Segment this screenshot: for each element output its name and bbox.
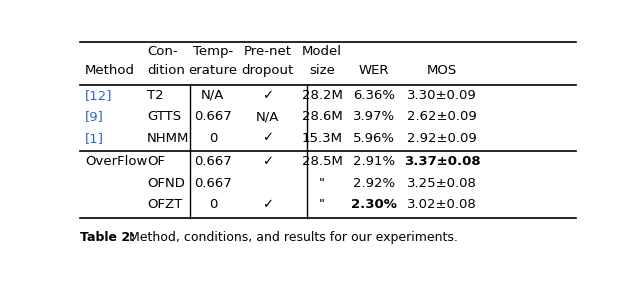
Text: erature: erature xyxy=(188,64,237,77)
Text: 15.3M: 15.3M xyxy=(301,132,342,145)
Text: Model: Model xyxy=(302,45,342,58)
Text: ": " xyxy=(319,177,325,190)
Text: Method, conditions, and results for our experiments.: Method, conditions, and results for our … xyxy=(129,231,458,244)
Text: 0: 0 xyxy=(209,132,217,145)
Text: Temp-: Temp- xyxy=(193,45,233,58)
Text: N/A: N/A xyxy=(256,110,279,123)
Text: ✓: ✓ xyxy=(262,132,273,145)
Text: 5.96%: 5.96% xyxy=(353,132,395,145)
Text: 0.667: 0.667 xyxy=(194,155,232,168)
Text: WER: WER xyxy=(358,64,389,77)
Text: Con-: Con- xyxy=(147,45,177,58)
Text: 6.36%: 6.36% xyxy=(353,89,395,102)
Text: ✓: ✓ xyxy=(262,155,273,168)
Text: 2.30%: 2.30% xyxy=(351,198,397,212)
Text: dition: dition xyxy=(147,64,185,77)
Text: OF: OF xyxy=(147,155,165,168)
Text: ✓: ✓ xyxy=(262,198,273,212)
Text: Method: Method xyxy=(85,64,135,77)
Text: 0: 0 xyxy=(209,198,217,212)
Text: Table 2:: Table 2: xyxy=(80,231,135,244)
Text: 0.667: 0.667 xyxy=(194,110,232,123)
Text: 2.92%: 2.92% xyxy=(353,177,395,190)
Text: ": " xyxy=(319,198,325,212)
Text: 3.97%: 3.97% xyxy=(353,110,395,123)
Text: 2.62±0.09: 2.62±0.09 xyxy=(407,110,477,123)
Text: NHMM: NHMM xyxy=(147,132,189,145)
Text: 28.2M: 28.2M xyxy=(301,89,342,102)
Text: T2: T2 xyxy=(147,89,164,102)
Text: 28.6M: 28.6M xyxy=(301,110,342,123)
Text: MOS: MOS xyxy=(427,64,457,77)
Text: [12]: [12] xyxy=(85,89,113,102)
Text: 3.30±0.09: 3.30±0.09 xyxy=(407,89,477,102)
Text: size: size xyxy=(309,64,335,77)
Text: OFND: OFND xyxy=(147,177,185,190)
Text: [9]: [9] xyxy=(85,110,104,123)
Text: N/A: N/A xyxy=(201,89,225,102)
Text: 2.92±0.09: 2.92±0.09 xyxy=(407,132,477,145)
Text: 2.91%: 2.91% xyxy=(353,155,395,168)
Text: 0.667: 0.667 xyxy=(194,177,232,190)
Text: GTTS: GTTS xyxy=(147,110,181,123)
Text: Pre-net: Pre-net xyxy=(243,45,291,58)
Text: 3.25±0.08: 3.25±0.08 xyxy=(407,177,477,190)
Text: 3.37±0.08: 3.37±0.08 xyxy=(404,155,481,168)
Text: OverFlow: OverFlow xyxy=(85,155,147,168)
Text: 3.02±0.08: 3.02±0.08 xyxy=(407,198,477,212)
Text: OFZT: OFZT xyxy=(147,198,182,212)
Text: dropout: dropout xyxy=(241,64,294,77)
Text: 28.5M: 28.5M xyxy=(301,155,342,168)
Text: ✓: ✓ xyxy=(262,89,273,102)
Text: [1]: [1] xyxy=(85,132,104,145)
